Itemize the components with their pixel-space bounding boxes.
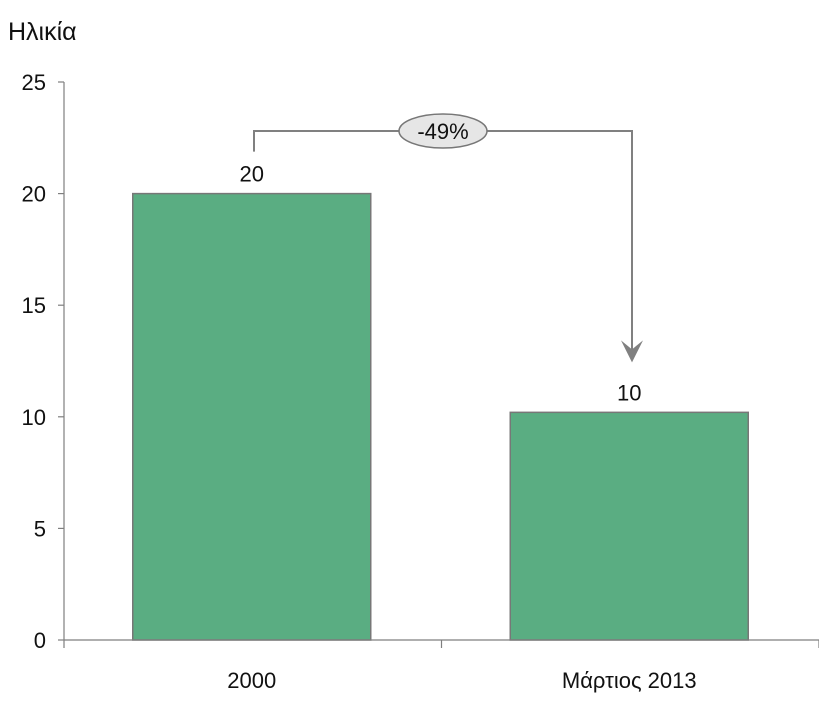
bar — [509, 411, 749, 641]
arrow-head — [621, 340, 643, 363]
y-tick-label: 15 — [22, 293, 46, 318]
y-tick-label: 20 — [22, 182, 46, 207]
x-category-label: 2000 — [227, 668, 276, 693]
change-annotation: -49% — [253, 113, 643, 363]
bar — [132, 192, 372, 641]
y-tick-label: 10 — [22, 405, 46, 430]
bar-value-label: 10 — [617, 380, 641, 405]
y-tick-label: 25 — [22, 70, 46, 95]
change-badge-label: -49% — [417, 119, 468, 144]
bar-value-label: 20 — [240, 162, 264, 187]
y-axis: 0 5 10 15 20 25 — [22, 70, 65, 653]
y-axis-label: Ηλικία — [8, 18, 77, 46]
x-category-label: Μάρτιος 2013 — [562, 668, 697, 693]
y-tick-label: 5 — [34, 516, 46, 541]
change-badge — [398, 113, 488, 149]
y-tick-label: 0 — [34, 628, 46, 653]
x-axis: 2000 Μάρτιος 2013 — [63, 639, 819, 693]
